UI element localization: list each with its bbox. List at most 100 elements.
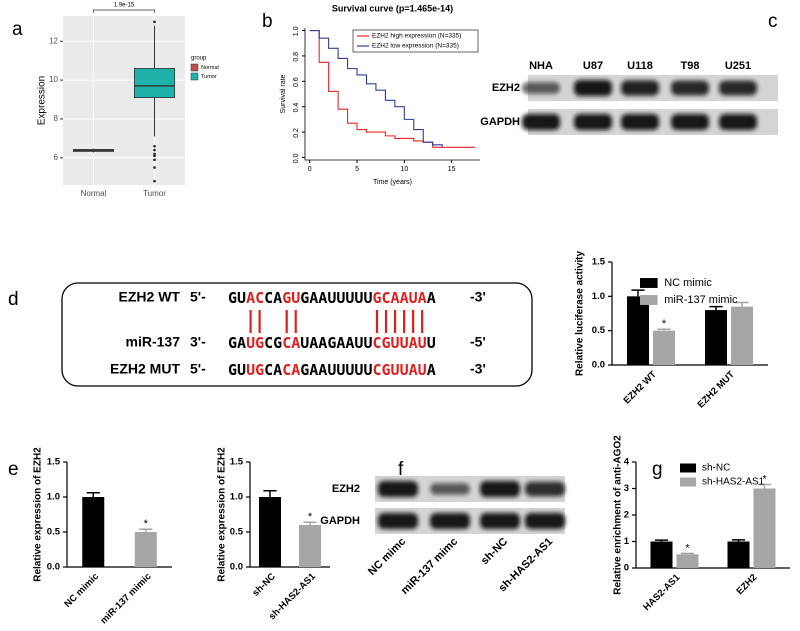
y-tick-label: 0.0 — [293, 153, 300, 163]
error-bar — [657, 328, 671, 331]
lane-label: miR-137 mimc — [399, 536, 460, 597]
lane-label: T98 — [681, 60, 700, 72]
y-axis-label: Relative expression of EZH2 — [217, 447, 228, 582]
y-tick-label: 1.0 — [293, 26, 300, 36]
blot-band — [671, 114, 709, 130]
y-tick-label: 1.0 — [592, 291, 605, 302]
blot-band — [522, 114, 560, 130]
sequence-segment: CA — [282, 361, 300, 379]
sequence-segment: GA — [228, 334, 246, 352]
bar — [299, 525, 321, 567]
blot-band — [525, 481, 565, 497]
error-bar — [263, 489, 277, 497]
panel-letter: g — [652, 459, 663, 480]
box — [133, 68, 176, 98]
lane-label: U118 — [627, 60, 653, 72]
x-tick-label: Normal — [81, 189, 107, 198]
y-tick-label: 1.0 — [47, 492, 60, 503]
error-bar — [731, 539, 746, 542]
significance-star: * — [308, 511, 313, 523]
outlier — [153, 152, 156, 156]
blot-band — [378, 481, 418, 497]
legend-title: group — [191, 56, 207, 62]
sequence-label: miR-137 — [126, 334, 181, 350]
legend-swatch — [680, 463, 696, 473]
blot-band — [574, 114, 612, 130]
sequence-segment: CGUUAU — [373, 334, 427, 352]
sequence-segment: GU — [228, 361, 246, 379]
error-bar — [757, 483, 772, 489]
blot-row-label: EZH2 — [332, 483, 360, 495]
sequence-label: EZH2 WT — [119, 289, 181, 305]
sequence-segment: UAAGAAUU — [300, 334, 372, 352]
sequence-suffix: -5' — [470, 334, 486, 350]
error-bar — [654, 539, 669, 542]
y-tick-label: 3 — [624, 483, 629, 494]
bar — [650, 541, 673, 568]
survival-line — [309, 29, 443, 148]
blot-band — [621, 80, 659, 96]
lane-label: U251 — [725, 60, 751, 72]
blot-band — [525, 513, 565, 529]
y-axis-label: Relative enrichment of anti-AGO2 — [613, 435, 624, 595]
significance-label: 1.9e-15 — [114, 3, 135, 9]
panel-letter: b — [262, 11, 273, 32]
outlier — [153, 148, 156, 152]
legend-swatch — [190, 72, 199, 81]
y-tick-label: 1.5 — [592, 257, 606, 268]
y-axis-label: Relative luciferase activity — [575, 251, 586, 377]
panel-letter: a — [12, 19, 23, 40]
sequence-segment: CA — [282, 334, 300, 352]
y-tick-label: 0.5 — [47, 527, 61, 538]
x-axis-label: Time (years) — [373, 179, 412, 186]
error-bar — [631, 289, 645, 297]
y-tick-label: 0.0 — [47, 562, 60, 573]
lane-label: sh-NC — [479, 536, 510, 567]
legend-label: EZH2 high expression (N=335) — [372, 33, 461, 40]
x-tick-label: EZH2 WT — [622, 369, 659, 406]
x-tick-label: sh-NC — [250, 571, 278, 599]
legend-label: sh-NC — [702, 463, 730, 474]
error-bar — [709, 305, 723, 311]
y-tick-label: 0.4 — [293, 103, 300, 113]
outlier — [153, 166, 156, 169]
panel-letter: d — [8, 289, 19, 310]
outlier — [153, 154, 156, 158]
sequence-segment: CG — [264, 334, 282, 352]
sequence-label: EZH2 MUT — [110, 361, 180, 377]
y-tick-label: 0.2 — [293, 128, 300, 138]
legend-label: sh-HAS2-AS1 — [702, 477, 765, 488]
y-tick-label: 0.0 — [230, 562, 243, 573]
bar — [676, 554, 699, 568]
blot-band — [430, 483, 470, 495]
lane-label: NC mimc — [366, 536, 408, 578]
significance-star: * — [662, 318, 667, 330]
panel-letter: e — [8, 459, 19, 480]
y-axis-label: Expression — [37, 76, 48, 125]
legend-label: miR-137 mimic — [664, 294, 738, 306]
y-tick-label: 1 — [624, 536, 630, 547]
blot-band — [480, 513, 520, 529]
x-tick-label: miR-137 mimic — [98, 571, 153, 626]
y-tick-label: 10 — [49, 75, 58, 84]
sequence-prefix: 5'- — [190, 289, 206, 305]
panel-letter: c — [768, 11, 778, 32]
legend-label: Tumor — [201, 74, 217, 80]
sequence-segment: GU — [282, 289, 300, 307]
x-tick-label: Tumor — [143, 189, 166, 198]
error-bar — [303, 521, 317, 525]
legend-label: NC mimic — [664, 277, 712, 289]
sequence-suffix: -3' — [470, 361, 486, 377]
error-bar — [680, 552, 695, 555]
bar — [753, 488, 776, 568]
significance-star: * — [144, 518, 149, 530]
blot-band — [430, 513, 470, 529]
y-tick-label: 4 — [624, 457, 630, 468]
x-tick-label: EZH2 — [734, 572, 759, 597]
y-tick-label: 8 — [54, 114, 59, 123]
outlier — [153, 158, 156, 162]
sequence-segment: UG — [246, 361, 264, 379]
sequence-prefix: 3'- — [190, 334, 206, 350]
blot-band — [671, 80, 709, 96]
axes — [304, 28, 480, 161]
